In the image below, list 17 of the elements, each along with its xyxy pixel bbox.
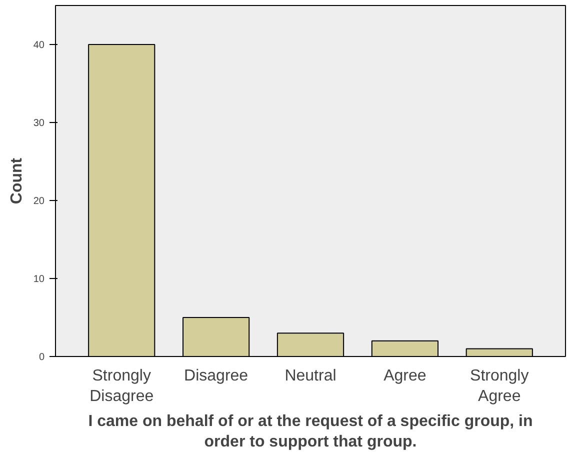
bar [371, 340, 438, 356]
bar [182, 317, 250, 356]
y-tick-label: 40 [33, 40, 45, 51]
y-tick-label: 10 [33, 274, 45, 285]
x-axis-title: I came on behalf of or at the request of a specific group, in order to support that group. [88, 412, 533, 450]
y-tick-label: 20 [33, 196, 45, 207]
y-tick-label: 0 [38, 352, 45, 363]
x-tick-label: Agree [384, 368, 426, 384]
y-tick-label: 30 [33, 118, 45, 129]
y-axis-title: Count [8, 157, 26, 204]
x-tick-label: Strongly Agree [470, 368, 529, 405]
x-tick-label: Disagree [184, 368, 248, 384]
x-tick-label: Neutral [284, 368, 336, 384]
x-tick-label: Strongly Disagree [90, 368, 154, 405]
bar [88, 44, 156, 356]
bar [466, 348, 533, 356]
bar [276, 332, 344, 356]
